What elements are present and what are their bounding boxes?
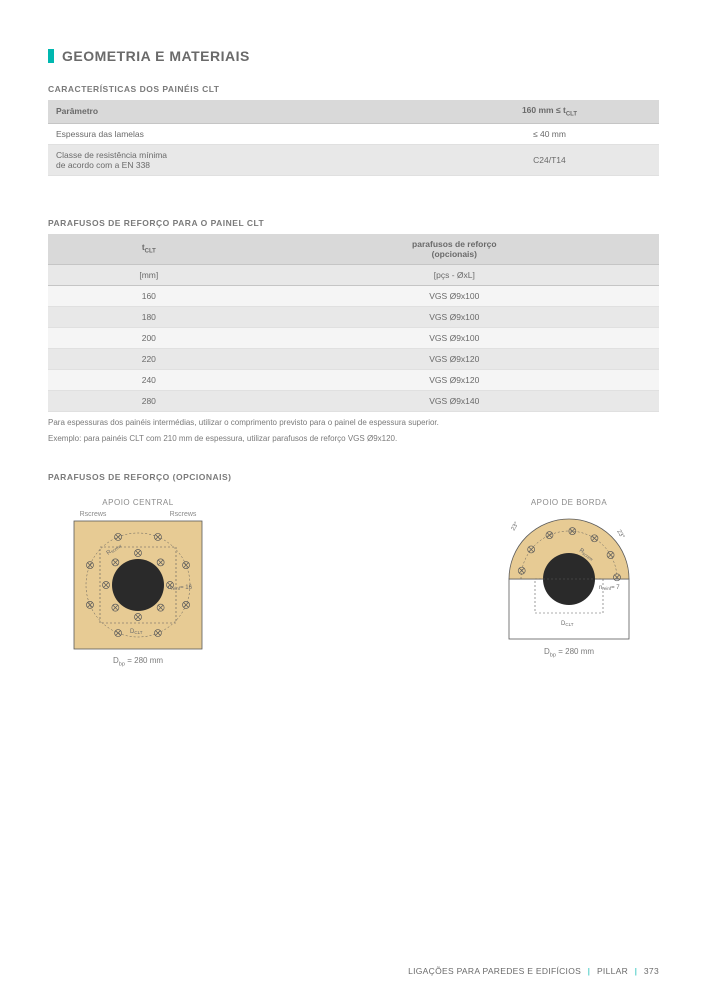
svg-text:nreinf= 7: nreinf= 7 (599, 585, 620, 591)
diagram-top-labels: RscrewsRscrews (48, 511, 228, 518)
table-cell: 200 (48, 327, 250, 348)
page-footer: LIGAÇÕES PARA PAREDES E EDIFÍCIOS | PILL… (408, 966, 659, 976)
table-cell: ≤ 40 mm (440, 123, 659, 144)
table-cell: VGS Ø9x100 (250, 306, 659, 327)
t2-h2: parafusos de reforço(opcionais) (250, 234, 659, 265)
table-cell: VGS Ø9x140 (250, 390, 659, 411)
svg-text:DCLT: DCLT (561, 621, 574, 627)
accent-bar (48, 49, 54, 63)
table-cell: VGS Ø9x120 (250, 369, 659, 390)
footer-sep2: | (635, 966, 638, 976)
svg-text:DCLT: DCLT (130, 629, 143, 635)
table-cell: Classe de resistência mínimade acordo co… (48, 144, 440, 175)
section3-title: PARAFUSOS DE REFORÇO (OPCIONAIS) (48, 472, 659, 482)
diagram-caption: Dbp = 280 mm (48, 656, 228, 668)
main-heading: GEOMETRIA E MATERIAIS (48, 48, 659, 64)
diagram-cell: APOIO DE BORDA 23° 23° (479, 498, 659, 668)
table-cell: 240 (48, 369, 250, 390)
svg-text:nreinf= 16: nreinf= 16 (168, 585, 193, 591)
table-cell: 220 (48, 348, 250, 369)
diagram-caption: Dbp = 280 mm (479, 647, 659, 659)
t1-h2: 160 mm ≤ tCLT (440, 100, 659, 123)
footer-t1: LIGAÇÕES PARA PAREDES E EDIFÍCIOS (408, 966, 581, 976)
table-cell: C24/T14 (440, 144, 659, 175)
section2-title: PARAFUSOS DE REFORÇO PARA O PAINEL CLT (48, 218, 659, 228)
table-cell: VGS Ø9x100 (250, 285, 659, 306)
table-cell: 280 (48, 390, 250, 411)
table-cell: 160 (48, 285, 250, 306)
edge-diagram: 23° 23° Rscrew nreinf= 7 DCLT (494, 511, 644, 641)
table-cell: Espessura das lamelas (48, 123, 440, 144)
central-diagram: nreinf= 16 DCLT Rscrew (73, 520, 203, 650)
t2-u1: [mm] (48, 264, 250, 285)
table1: Parâmetro 160 mm ≤ tCLT Espessura das la… (48, 100, 659, 176)
table-cell: VGS Ø9x120 (250, 348, 659, 369)
table-cell: VGS Ø9x100 (250, 327, 659, 348)
diagram-cell: APOIO CENTRAL RscrewsRscrews (48, 498, 228, 668)
table2: tCLT parafusos de reforço(opcionais) [mm… (48, 234, 659, 412)
footer-sep1: | (588, 966, 591, 976)
section1-title: CARACTERÍSTICAS DOS PAINÉIS CLT (48, 84, 659, 94)
footer-t2: PILLAR (597, 966, 628, 976)
heading-text: GEOMETRIA E MATERIAIS (62, 48, 250, 64)
t2-h1: tCLT (48, 234, 250, 265)
t1-h1: Parâmetro (48, 100, 440, 123)
diagram-title: APOIO CENTRAL (48, 498, 228, 507)
t2-u2: [pçs - ØxL] (250, 264, 659, 285)
diagram-title: APOIO DE BORDA (479, 498, 659, 507)
svg-text:23°: 23° (511, 521, 521, 532)
table-cell: 180 (48, 306, 250, 327)
note2: Exemplo: para painéis CLT com 210 mm de … (48, 434, 659, 444)
note1: Para espessuras dos painéis intermédias,… (48, 418, 659, 428)
svg-text:23°: 23° (615, 529, 625, 540)
footer-page: 373 (644, 966, 659, 976)
